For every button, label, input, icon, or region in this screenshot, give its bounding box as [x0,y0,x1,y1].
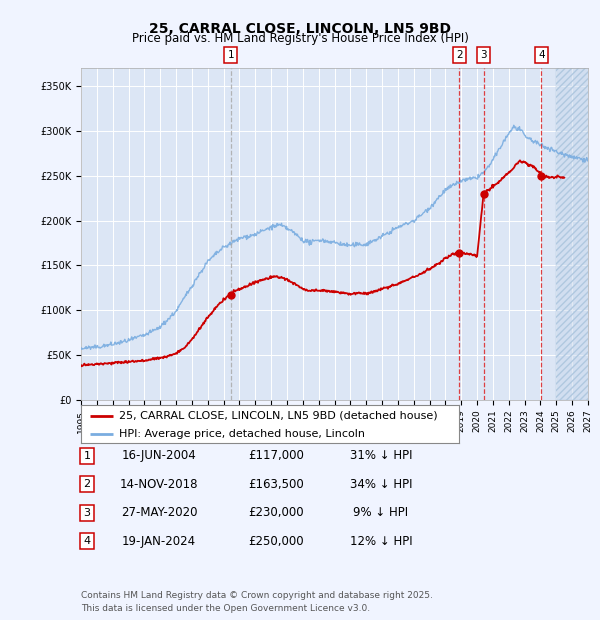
Bar [556,68,591,400]
Text: £250,000: £250,000 [248,535,304,547]
Text: £163,500: £163,500 [248,478,304,490]
Text: 12% ↓ HPI: 12% ↓ HPI [350,535,412,547]
Text: HPI: Average price, detached house, Lincoln: HPI: Average price, detached house, Linc… [119,428,365,439]
Text: £230,000: £230,000 [248,507,304,519]
Text: 9% ↓ HPI: 9% ↓ HPI [353,507,409,519]
Text: 2: 2 [83,479,91,489]
Text: 34% ↓ HPI: 34% ↓ HPI [350,478,412,490]
Text: £117,000: £117,000 [248,450,304,462]
Text: 1: 1 [227,50,234,60]
Text: 2: 2 [456,50,463,60]
Text: 19-JAN-2024: 19-JAN-2024 [122,535,196,547]
Text: 14-NOV-2018: 14-NOV-2018 [120,478,198,490]
Text: 4: 4 [83,536,91,546]
Bar [556,68,591,400]
Text: 3: 3 [83,508,91,518]
Text: 25, CARRAL CLOSE, LINCOLN, LN5 9BD (detached house): 25, CARRAL CLOSE, LINCOLN, LN5 9BD (deta… [119,410,437,420]
Text: Price paid vs. HM Land Registry's House Price Index (HPI): Price paid vs. HM Land Registry's House … [131,32,469,45]
Text: 4: 4 [538,50,545,60]
Text: 3: 3 [480,50,487,60]
Text: 1: 1 [83,451,91,461]
Text: 27-MAY-2020: 27-MAY-2020 [121,507,197,519]
Text: Contains HM Land Registry data © Crown copyright and database right 2025.
This d: Contains HM Land Registry data © Crown c… [81,591,433,613]
Text: 31% ↓ HPI: 31% ↓ HPI [350,450,412,462]
Text: 25, CARRAL CLOSE, LINCOLN, LN5 9BD: 25, CARRAL CLOSE, LINCOLN, LN5 9BD [149,22,451,36]
Text: 16-JUN-2004: 16-JUN-2004 [122,450,196,462]
